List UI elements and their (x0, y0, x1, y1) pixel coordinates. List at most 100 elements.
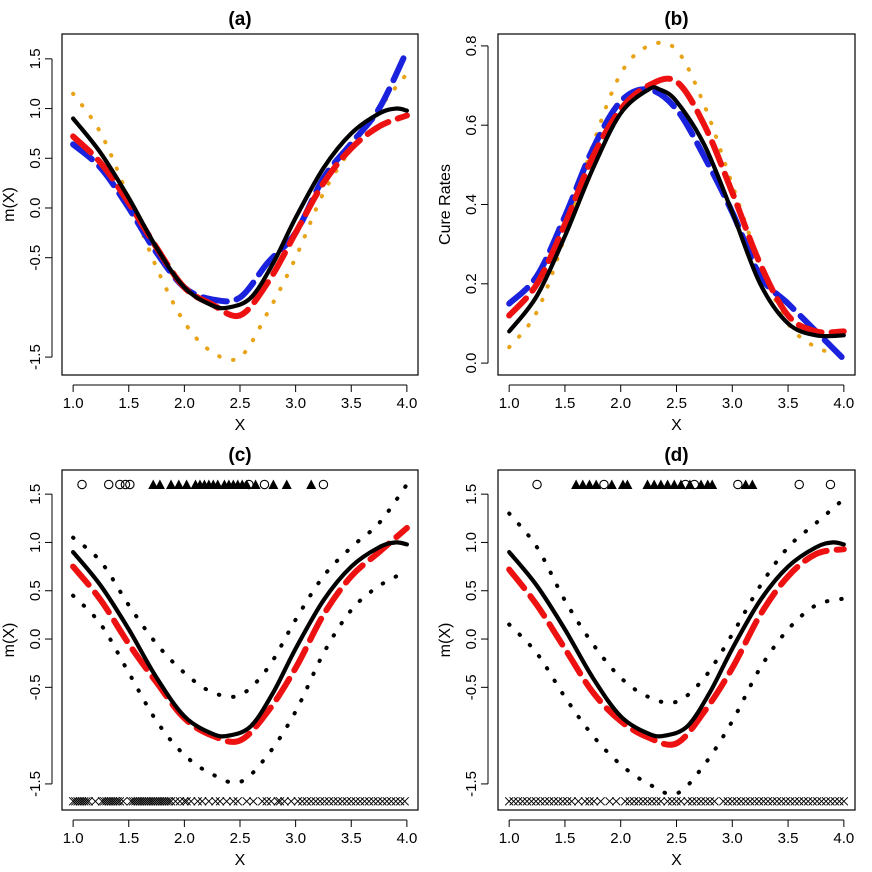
x-tick-label: 2.0 (610, 395, 631, 412)
bottom-point-cross (128, 796, 138, 806)
bottom-point-cross (99, 796, 109, 806)
bottom-point-cross (727, 796, 737, 806)
bottom-point-cross (337, 796, 347, 806)
bottom-point-cross (527, 796, 536, 806)
bottom-point-cross (108, 796, 118, 806)
top-point-triangle (662, 479, 673, 489)
bottom-point-cross (228, 796, 238, 806)
bottom-point-cross (73, 796, 82, 806)
plot-frame (497, 33, 856, 376)
bottom-point-cross (821, 796, 831, 806)
y-tick-label: 0.0 (463, 353, 480, 374)
x-tick-label: 1.0 (63, 395, 84, 412)
x-tick-label: 2.5 (230, 830, 251, 847)
bottom-point-cross (672, 796, 681, 806)
x-tick-label: 3.0 (285, 830, 306, 847)
series-line-red (70, 112, 410, 320)
bottom-point-cross (351, 796, 361, 806)
bottom-point-cross (182, 796, 191, 806)
x-tick-label: 2.0 (174, 830, 195, 847)
y-tick-label: 0.5 (27, 580, 44, 601)
top-point-triangle (684, 479, 695, 489)
series-line-upper-band (507, 497, 846, 705)
bottom-point-cross (297, 796, 307, 806)
bottom-point-cross (148, 796, 158, 806)
y-axis-label: Cure Rates (437, 164, 454, 245)
top-point-circle (825, 479, 836, 490)
bottom-point-cross (171, 796, 180, 806)
plot-area (70, 47, 410, 362)
x-tick-label: 1.0 (499, 395, 520, 412)
bottom-point-cross (518, 796, 527, 806)
bottom-point-cross (589, 796, 599, 806)
x-tick-label: 3.5 (778, 395, 799, 412)
bottom-point-cross (257, 796, 267, 806)
y-tick-label: -1.5 (463, 771, 480, 797)
panel-b: (b) 1.0 1.5 2.0 2.5 3.0 3.5 4.0 X 0.0 0.2 0.4 0.6 0.8… (437, 9, 856, 434)
bottom-point-cross (835, 796, 844, 806)
top-point-triangle (642, 479, 653, 489)
bottom-point-cross (596, 796, 605, 806)
bottom-point-cross (790, 796, 800, 806)
bottom-point-cross (663, 796, 672, 806)
panel-c: (c) 1.0 1.5 2.0 2.5 3.0 3.5 4.0 X -1.5 -0.5 0.0 0.5 1… (1, 445, 419, 869)
bottom-point-cross (826, 796, 835, 806)
bottom-point-cross (146, 796, 156, 806)
x-tick-label: 3.5 (341, 830, 362, 847)
x-axis-label: X (671, 417, 682, 434)
bottom-point-cross (311, 796, 321, 806)
bottom-point-cross (536, 796, 545, 806)
bottom-point-cross (378, 796, 387, 806)
bottom-point-cross (386, 796, 396, 806)
x-axis-label: X (671, 852, 682, 869)
bottom-point-cross (118, 796, 128, 806)
bottom-point-cross (286, 796, 296, 806)
bottom-point-cross (567, 796, 576, 806)
top-point-triangle (148, 479, 159, 489)
series-line-upper-band (71, 482, 409, 699)
bottom-point-cross (280, 796, 289, 806)
bottom-point-cross (79, 796, 89, 806)
bottom-point-cross (346, 796, 356, 806)
x-tick-label: 2.5 (666, 395, 687, 412)
bottom-point-cross (139, 796, 149, 806)
bottom-point-cross (333, 796, 343, 806)
bottom-point-cross (273, 796, 283, 806)
x-axis-label: X (235, 852, 246, 869)
bottom-point-cross (355, 796, 365, 806)
bottom-point-cross (625, 796, 634, 806)
bottom-point-cross (803, 796, 813, 806)
y-tick-label: 0.0 (27, 629, 44, 650)
top-point-triangle (166, 479, 177, 489)
bottom-point-cross (315, 796, 325, 806)
bottom-point-cross (115, 796, 125, 806)
y-tick-label: 1.5 (27, 48, 44, 69)
bottom-point-cross (540, 796, 550, 806)
bottom-point-cross (104, 796, 114, 806)
series-line-estimate (70, 525, 410, 745)
bottom-point-cross (719, 796, 728, 806)
bottom-point-cross (509, 796, 518, 806)
bottom-point-cross (320, 796, 329, 806)
bottom-point-cross (242, 796, 252, 806)
top-point-triangle (241, 479, 252, 489)
y-tick-label: -1.5 (27, 344, 44, 370)
bottom-point-cross (248, 796, 258, 806)
bottom-point-cross (186, 796, 196, 806)
panel-title: (d) (664, 445, 688, 466)
bottom-point-cross (157, 796, 167, 806)
bottom-point-cross (643, 796, 652, 806)
bottom-point-cross (193, 796, 203, 806)
bottom-point-cross (544, 796, 554, 806)
bottom-point-cross (329, 796, 338, 806)
bottom-point-cross (364, 796, 374, 806)
series-line-truth (507, 85, 846, 339)
top-point-triangle (584, 479, 595, 489)
bottom-point-cross (817, 796, 826, 806)
bottom-point-cross (772, 796, 782, 806)
bottom-point-cross (275, 796, 285, 806)
bottom-point-cross (233, 796, 243, 806)
y-tick-label: 0.8 (463, 35, 480, 56)
top-point-triangle (154, 479, 165, 489)
x-tick-label: 3.0 (722, 395, 743, 412)
